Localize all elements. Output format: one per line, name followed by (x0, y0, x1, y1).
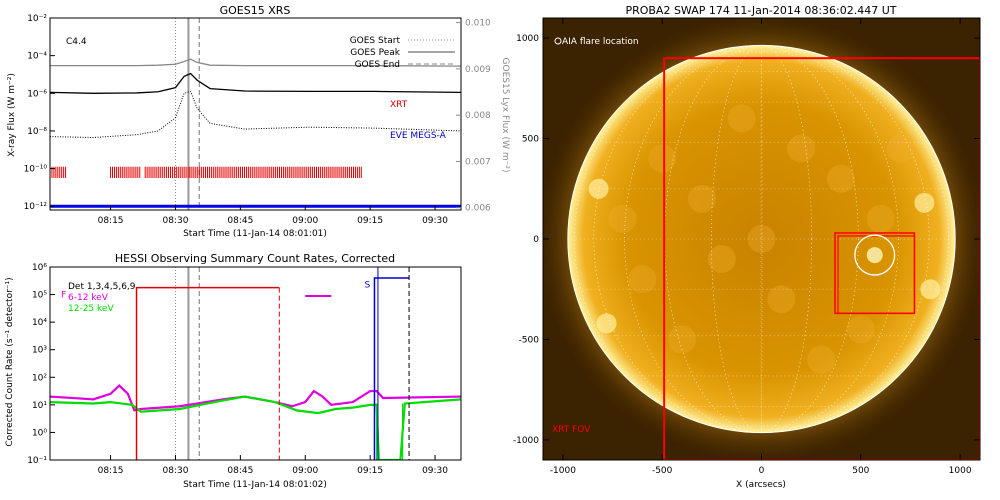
hessi-x-tick-label: 08:15 (98, 466, 124, 476)
goes-series-2 (50, 90, 461, 139)
hessi-legend-label: Det 1,3,4,5,6,9 (68, 282, 136, 292)
goes-x-tick-label: 09:00 (292, 216, 318, 226)
hessi-marker-s: S (364, 281, 370, 291)
goes-x-axis-label: Start Time (11-Jan-14 08:01:01) (183, 229, 327, 239)
goes-y-tick-label: 10⁻² (27, 14, 47, 24)
goes-title: GOES15 XRS (220, 4, 291, 17)
goes-xrt-label: XRT (390, 100, 408, 110)
swap-active-region (787, 134, 816, 163)
goes-y-axis-label: X-ray Flux (W m⁻²) (7, 73, 17, 157)
swap-y-tick-label: 500 (522, 135, 539, 145)
goes-y-right-tick-label: 0.008 (465, 111, 491, 121)
goes-x-tick-label: 08:45 (227, 216, 253, 226)
goes-legend-label: GOES End (355, 60, 400, 70)
swap-bright-point (914, 192, 935, 213)
swap-active-region (628, 265, 657, 294)
hessi-title: HESSI Observing Summary Count Rates, Cor… (115, 252, 395, 265)
goes-x-tick-label: 08:30 (162, 216, 188, 226)
swap-bright-point (920, 279, 941, 300)
hessi-y-tick-label: 10⁵ (32, 291, 47, 301)
swap-active-region (668, 325, 697, 354)
hessi-y-axis-label: Corrected Count Rate (s⁻¹ detector⁻¹) (5, 277, 15, 446)
goes-eve-label: EVE MEGS-A (390, 131, 447, 141)
swap-y-tick-label: -500 (519, 335, 540, 345)
goes-legend-label: GOES Peak (350, 48, 400, 58)
goes-y-right-axis-label: GOES15 Lyx Flux (W m⁻²) (500, 58, 510, 173)
swap-active-region (767, 285, 796, 314)
goes-y-tick-label: 10⁻⁴ (27, 52, 47, 62)
hessi-legend-label: 12-25 keV (68, 304, 114, 314)
hessi-panel: HESSI Observing Summary Count Rates, Cor… (5, 252, 462, 490)
swap-y-tick-label: 1000 (516, 34, 539, 44)
swap-legend-marker (554, 37, 562, 45)
swap-x-tick-label: 1000 (949, 466, 972, 476)
hessi-y-tick-label: 10⁰ (32, 428, 47, 438)
swap-active-region (687, 184, 716, 213)
hessi-x-tick-label: 08:30 (162, 466, 188, 476)
hessi-attenuator-red (135, 286, 280, 460)
goes-y-right-tick-label: 0.009 (465, 65, 491, 75)
hessi-y-tick-label: 10⁴ (32, 318, 47, 328)
swap-bright-point (596, 313, 617, 334)
swap-active-region (826, 164, 855, 193)
swap-active-region (866, 204, 895, 233)
goes-xrs-panel: GOES15 XRS 08:15 08:30 08:45 09:00 09:15 09:3… (7, 4, 510, 239)
swap-active-region (886, 134, 915, 163)
swap-active-region (707, 245, 736, 274)
goes-y-right-tick-label: 0.007 (465, 157, 491, 167)
swap-active-region (648, 144, 677, 173)
swap-x-axis-label: X (arcsecs) (736, 480, 786, 490)
hessi-y-tick-label: 10³ (32, 346, 47, 356)
swap-y-tick-label: 0 (533, 235, 539, 245)
hessi-series-1 (50, 395, 461, 460)
goes-x-tick-label: 09:15 (357, 216, 383, 226)
hessi-x-tick-label: 09:15 (357, 466, 383, 476)
hessi-y-tick-label: 10¹ (32, 401, 47, 411)
hessi-y-tick-label: 10⁶ (32, 263, 47, 273)
swap-flare-box-inner (837, 235, 916, 314)
goes-legend-label: GOES Start (350, 36, 401, 46)
swap-active-region (807, 345, 836, 374)
swap-flare-core (866, 247, 883, 264)
swap-active-region (846, 315, 875, 344)
hessi-y-tick-label: 10² (32, 373, 47, 383)
hessi-x-tick-label: 09:00 (292, 466, 318, 476)
goes-x-tick-label: 09:30 (422, 216, 448, 226)
goes-y-tick-label: 10⁻¹⁰ (24, 165, 48, 175)
goes-series-0 (50, 58, 461, 67)
hessi-x-axis-label: Start Time (11-Jan-14 08:01:02) (183, 480, 327, 490)
hessi-x-tick-label: 08:45 (227, 466, 253, 476)
goes-y-right-tick-label: 0.010 (465, 19, 491, 29)
hessi-frame (49, 266, 462, 461)
swap-x-tick-label: 500 (852, 466, 869, 476)
swap-x-tick-label: 0 (759, 466, 765, 476)
goes-x-tick-label: 08:15 (98, 216, 124, 226)
swap-image-panel: PROBA2 SWAP 174 11-Jan-2014 08:36:02.447… (513, 4, 981, 490)
goes-frame (49, 17, 462, 211)
swap-title: PROBA2 SWAP 174 11-Jan-2014 08:36:02.447… (625, 4, 896, 17)
hessi-y-tick-label: 10⁻¹ (27, 456, 47, 466)
hessi-marker-f: F (61, 290, 66, 300)
goes-class-label: C4.4 (66, 37, 87, 47)
goes-y-tick-label: 10⁻¹² (24, 202, 48, 212)
swap-grid-longitude (760, 45, 763, 433)
goes-series-1 (50, 72, 461, 94)
swap-legend-text: AIA flare location (562, 37, 639, 47)
hessi-attenuator-blue (373, 277, 410, 460)
swap-active-region (727, 104, 756, 133)
swap-flare-circle (854, 234, 896, 276)
swap-limb (567, 44, 956, 434)
goes-y-right-tick-label: 0.006 (465, 204, 491, 214)
swap-x-tick-label: -1000 (550, 466, 576, 476)
swap-y-tick-label: -1000 (513, 436, 539, 446)
hessi-legend-label: 6-12 keV (68, 293, 109, 303)
swap-fov-label: XRT FOV (552, 425, 591, 435)
goes-y-tick-label: 10⁻⁸ (27, 127, 47, 137)
hessi-x-tick-label: 09:30 (422, 466, 448, 476)
swap-x-tick-label: -500 (652, 466, 673, 476)
swap-active-region (747, 225, 776, 253)
goes-y-tick-label: 10⁻⁶ (27, 89, 47, 99)
swap-active-region (608, 204, 637, 233)
